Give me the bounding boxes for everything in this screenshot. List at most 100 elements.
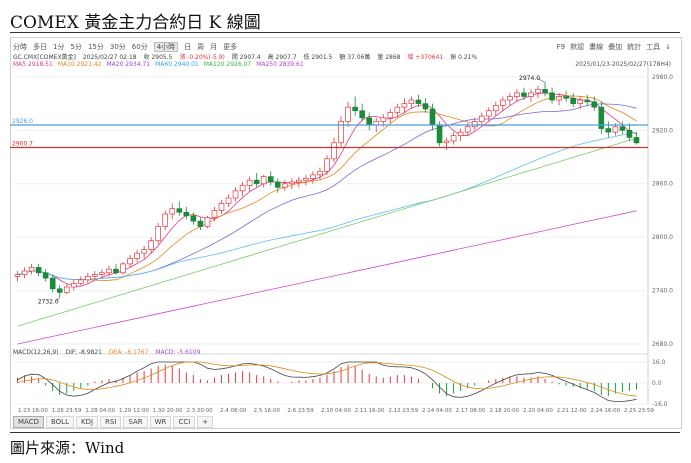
candle-body xyxy=(324,158,330,172)
ma60-line xyxy=(17,131,637,280)
quote-line: GC.CMX[COMEX黃金] 2025/02/27 02:18 收 2905.… xyxy=(13,52,482,61)
candle-body xyxy=(28,267,35,272)
quote-open: 開 2907.4 xyxy=(231,54,261,61)
annotation-label: 2974.0 xyxy=(519,75,540,82)
indicator-tab-2[interactable]: KDJ xyxy=(75,416,99,428)
period-button-8[interactable]: 日 xyxy=(184,43,192,51)
quote-amount: 額 37.06萬 xyxy=(339,54,371,61)
ma-legend-item: MA120 2926.07 xyxy=(203,61,252,68)
ma120-line xyxy=(17,137,637,327)
x-tick-label: 2.14 04:00 xyxy=(422,408,452,414)
candle-body xyxy=(612,126,619,133)
period-button-0[interactable]: 分時 xyxy=(13,43,27,51)
tool-button-6[interactable]: ↓ xyxy=(665,43,671,51)
candle-body xyxy=(521,92,527,97)
macd-dea-line xyxy=(17,361,637,397)
ma250-line xyxy=(17,210,637,345)
period-button-11[interactable]: 更多 xyxy=(223,43,238,51)
macd-tick-label: -16.0 xyxy=(652,401,668,408)
candle-body xyxy=(162,213,169,227)
candle-body xyxy=(471,121,478,128)
candle-body xyxy=(310,174,316,179)
candle-body xyxy=(457,131,464,137)
candle-body xyxy=(106,268,112,274)
x-tick-label: 1.30 20:00 xyxy=(153,408,183,414)
period-button-6[interactable]: 60分 xyxy=(131,43,148,51)
price-tick-label: 2740.0 xyxy=(652,288,673,295)
x-tick-label: 2.20 04:00 xyxy=(523,408,553,414)
candle-body xyxy=(401,103,408,108)
period-button-10[interactable]: 月 xyxy=(210,43,218,51)
period-button-9[interactable]: 周 xyxy=(197,43,205,51)
period-button-1[interactable]: 多日 xyxy=(33,43,47,51)
candle-body xyxy=(380,117,387,122)
macd-dif: DIF: -8.9821 xyxy=(65,349,102,356)
macd-tick-label: 16.0 xyxy=(652,359,666,366)
candle-body xyxy=(197,220,204,227)
quote-low: 低 2901.5 xyxy=(303,54,333,61)
period-button-3[interactable]: 5分 xyxy=(70,43,82,51)
x-tick-label: 2.11 16:00 xyxy=(355,408,385,414)
indicator-tab-5[interactable]: WR xyxy=(149,416,172,428)
candle-body xyxy=(626,129,633,138)
indicator-tabs: MACD BOLL KDJ RSI SAR WR CCI + xyxy=(13,416,215,428)
candle-body xyxy=(507,96,513,101)
candle-body xyxy=(21,270,28,275)
candle-body xyxy=(56,288,63,293)
tool-button-5[interactable]: 工具 xyxy=(646,43,661,51)
tool-button-1[interactable]: 默認 xyxy=(570,43,585,51)
candle-body xyxy=(422,103,429,110)
indicator-tab-4[interactable]: SAR xyxy=(123,416,148,428)
candle-body xyxy=(570,97,576,104)
tool-button-2[interactable]: 畫線 xyxy=(589,43,604,51)
candle-body xyxy=(338,121,344,144)
tool-button-4[interactable]: 統計 xyxy=(627,43,642,51)
candle-body xyxy=(542,89,548,94)
candle-body xyxy=(120,263,126,274)
tool-button-0[interactable]: F9 xyxy=(556,43,566,51)
candle-body xyxy=(92,274,98,277)
period-button-5[interactable]: 30分 xyxy=(109,43,126,51)
candle-body xyxy=(296,179,302,183)
tool-button-3[interactable]: 疊加 xyxy=(608,43,623,51)
price-tick-label: 2920.0 xyxy=(652,127,673,134)
indicator-tab-7[interactable]: + xyxy=(197,416,214,428)
candle-body xyxy=(387,112,394,119)
macd-name: MACD(12,26,9) xyxy=(13,349,59,356)
candle-body xyxy=(303,178,309,181)
candle-body xyxy=(49,277,56,290)
candle-body xyxy=(176,208,183,213)
candle-body xyxy=(281,183,288,188)
candle-body xyxy=(134,252,140,259)
candle-body xyxy=(366,117,373,126)
reference-line-label: 2926.0 xyxy=(12,118,33,125)
candle-body xyxy=(345,106,351,122)
period-button-7[interactable]: 4小時 xyxy=(153,42,179,52)
candle-body xyxy=(556,96,562,101)
indicator-tab-3[interactable]: RSI xyxy=(100,416,122,428)
x-tick-label: 1.23 16:00 xyxy=(18,408,48,414)
candle-body xyxy=(450,135,457,142)
x-tick-label: 2.4 08:00 xyxy=(220,408,247,414)
candle-body xyxy=(352,106,358,112)
indicator-tab-1[interactable]: BOLL xyxy=(45,416,74,428)
indicator-tab-0[interactable]: MACD xyxy=(13,416,44,428)
candle-body xyxy=(359,110,365,119)
quote-volume: 量 2868 xyxy=(377,54,401,61)
quote-high: 高 2907.7 xyxy=(267,54,297,61)
candle-body xyxy=(514,92,520,97)
indicator-tab-6[interactable]: CCI xyxy=(173,416,196,428)
x-tick-label: 2.25 23:59 xyxy=(624,408,654,414)
quote-time: 2025/02/27 02:18 xyxy=(82,54,137,61)
period-button-4[interactable]: 15分 xyxy=(87,43,104,51)
period-button-2[interactable]: 1分 xyxy=(53,43,65,51)
quote-oi-change: 增 +370641 xyxy=(407,54,444,61)
source-divider xyxy=(10,432,680,433)
annotation-leader xyxy=(55,297,60,302)
candle-body xyxy=(63,286,70,293)
quote-change: 漲 -0.20%(-5.9) xyxy=(179,54,225,61)
candle-body xyxy=(42,272,49,279)
macd-value: MACD: -5.6109 xyxy=(155,349,201,356)
candle-body xyxy=(464,126,471,133)
